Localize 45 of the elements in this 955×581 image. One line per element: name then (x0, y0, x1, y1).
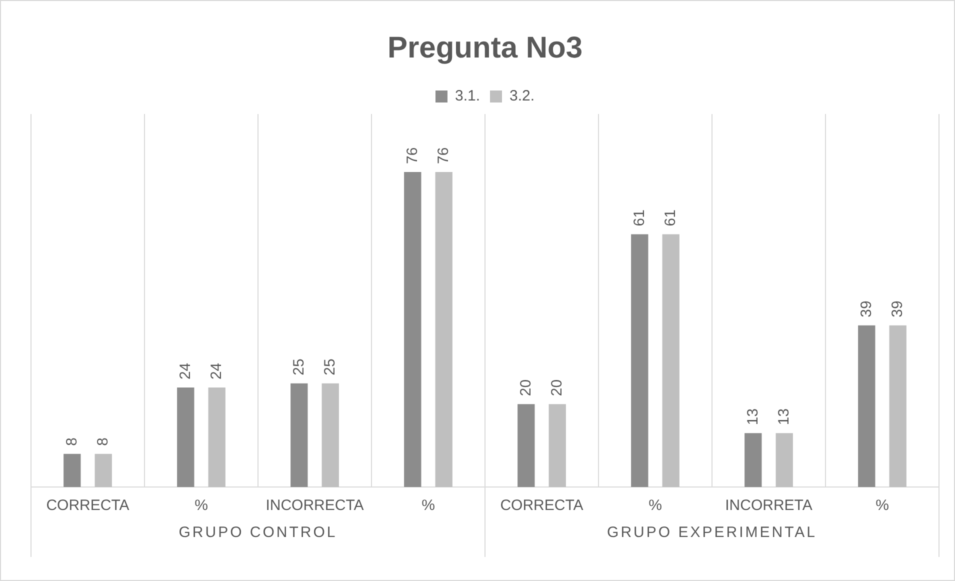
data-label: 76 (434, 147, 452, 164)
bar (435, 172, 452, 487)
bar (404, 172, 422, 487)
chart-title: Pregunta No3 (387, 31, 583, 64)
data-label: 13 (775, 408, 792, 426)
data-label: 25 (321, 358, 338, 376)
text: GRUPO CONTROL (178, 524, 338, 542)
bar (64, 454, 81, 487)
text: GRUPO EXPERIMENTAL (607, 524, 817, 542)
data-label: 39 (858, 300, 875, 318)
x-tick-label: INCORRECTA (266, 497, 364, 514)
bar (208, 388, 226, 487)
x-tick-label: INCORRETA (725, 497, 812, 514)
bar (889, 325, 906, 487)
legend-label: 3.2. (510, 88, 535, 105)
data-label: 39 (888, 300, 906, 318)
x-tick-label: CORRECTA (46, 497, 130, 514)
data-label: 24 (208, 362, 225, 380)
data-label: 61 (630, 210, 648, 226)
bar (662, 234, 680, 487)
bar (177, 388, 194, 487)
data-label: 76 (404, 147, 421, 164)
data-label: 24 (176, 362, 194, 380)
x-tick-label: % (648, 497, 662, 514)
data-label: 8 (94, 438, 112, 446)
data-label: 25 (290, 358, 308, 376)
bar (322, 383, 339, 487)
data-label: 61 (662, 210, 679, 226)
bar (744, 433, 762, 487)
x-tick-label: CORRECTA (500, 497, 584, 514)
data-label: 13 (744, 408, 762, 426)
x-tick-label: % (422, 497, 435, 514)
x-tick-label: % (194, 497, 208, 514)
bar (548, 404, 566, 487)
legend-label: 3.1. (454, 88, 480, 105)
x-tick-label: % (876, 497, 889, 514)
bar (94, 454, 112, 487)
bar (631, 234, 648, 487)
data-label: 20 (548, 379, 566, 396)
data-label: 8 (63, 438, 80, 446)
bar (776, 433, 793, 487)
bar (290, 383, 308, 487)
data-label: 20 (517, 379, 534, 396)
bar (518, 404, 535, 487)
bar (858, 325, 876, 487)
